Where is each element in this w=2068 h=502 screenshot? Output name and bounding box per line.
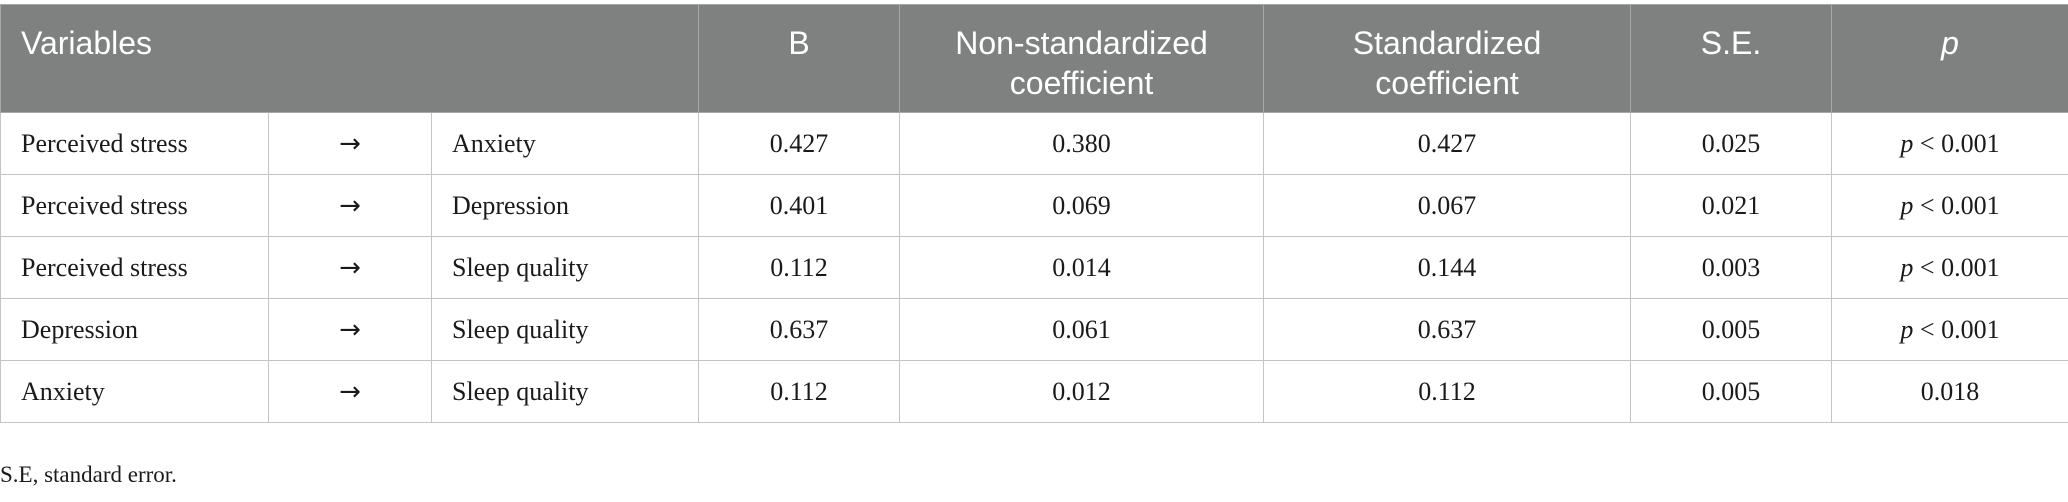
cell-p: p < 0.001 (1831, 298, 2068, 361)
cell-from: Perceived stress (0, 174, 269, 237)
cell-p: p < 0.001 (1831, 112, 2068, 175)
cell-standardized: 0.427 (1263, 112, 1632, 175)
cell-from: Perceived stress (0, 112, 269, 175)
arrow-icon: → (268, 360, 432, 423)
header-p: p (1831, 4, 2068, 113)
cell-standardized: 0.144 (1263, 236, 1632, 299)
cell-to: Sleep quality (430, 236, 700, 299)
arrow-icon: → (268, 174, 432, 237)
cell-from: Depression (0, 298, 269, 361)
table-row: Perceived stress → Anxiety 0.427 0.380 0… (0, 112, 2068, 175)
cell-p-symbol: p (1900, 190, 1914, 220)
cell-p-value: 0.018 (1920, 376, 1980, 406)
cell-p-value: < 0.001 (1913, 190, 2000, 220)
cell-se: 0.025 (1630, 112, 1833, 175)
cell-p-symbol: p (1900, 252, 1914, 282)
cell-b: 0.112 (698, 236, 901, 299)
cell-se: 0.005 (1630, 360, 1833, 423)
table-row: Perceived stress → Sleep quality 0.112 0… (0, 236, 2068, 299)
table-header-row: Variables B Non-standardized coefficient… (0, 4, 2068, 113)
cell-to: Depression (430, 174, 700, 237)
arrow-icon: → (268, 298, 432, 361)
cell-from: Perceived stress (0, 236, 269, 299)
cell-se: 0.005 (1630, 298, 1833, 361)
table-row: Perceived stress → Depression 0.401 0.06… (0, 174, 2068, 237)
cell-standardized: 0.067 (1263, 174, 1632, 237)
cell-se: 0.003 (1630, 236, 1833, 299)
cell-b: 0.401 (698, 174, 901, 237)
cell-non-standardized: 0.061 (899, 298, 1265, 361)
cell-from: Anxiety (0, 360, 269, 423)
cell-se: 0.021 (1630, 174, 1833, 237)
cell-non-standardized: 0.014 (899, 236, 1265, 299)
cell-p-value: < 0.001 (1913, 314, 2000, 344)
cell-standardized: 0.112 (1263, 360, 1632, 423)
header-standardized-line2: coefficient (1375, 65, 1519, 101)
cell-b: 0.637 (698, 298, 901, 361)
table-row: Depression → Sleep quality 0.637 0.061 0… (0, 298, 2068, 361)
cell-p: p < 0.001 (1831, 174, 2068, 237)
cell-b: 0.427 (698, 112, 901, 175)
cell-p-value: < 0.001 (1913, 252, 2000, 282)
cell-p-value: < 0.001 (1913, 128, 2000, 158)
arrow-icon: → (268, 112, 432, 175)
cell-non-standardized: 0.012 (899, 360, 1265, 423)
arrow-icon: → (268, 236, 432, 299)
results-table: Variables B Non-standardized coefficient… (0, 4, 2068, 423)
cell-p-symbol: p (1900, 128, 1914, 158)
cell-b: 0.112 (698, 360, 901, 423)
header-non-standardized-line1: Non-standardized (955, 25, 1208, 61)
cell-to: Sleep quality (430, 298, 700, 361)
cell-to: Anxiety (430, 112, 700, 175)
cell-standardized: 0.637 (1263, 298, 1632, 361)
table-footnote: S.E, standard error. (0, 462, 177, 487)
cell-to: Sleep quality (430, 360, 700, 423)
cell-p: 0.018 (1831, 360, 2068, 423)
cell-p: p < 0.001 (1831, 236, 2068, 299)
header-non-standardized-line2: coefficient (1009, 65, 1154, 101)
cell-non-standardized: 0.380 (899, 112, 1265, 175)
header-standardized-line1: Standardized (1352, 25, 1542, 61)
header-b: B (698, 4, 901, 113)
header-se: S.E. (1630, 4, 1833, 113)
header-variables: Variables (0, 4, 700, 113)
header-non-standardized: Non-standardized coefficient (899, 4, 1265, 113)
header-standardized: Standardized coefficient (1263, 4, 1632, 113)
table-row: Anxiety → Sleep quality 0.112 0.012 0.11… (0, 360, 2068, 423)
cell-p-symbol: p (1900, 314, 1914, 344)
cell-non-standardized: 0.069 (899, 174, 1265, 237)
